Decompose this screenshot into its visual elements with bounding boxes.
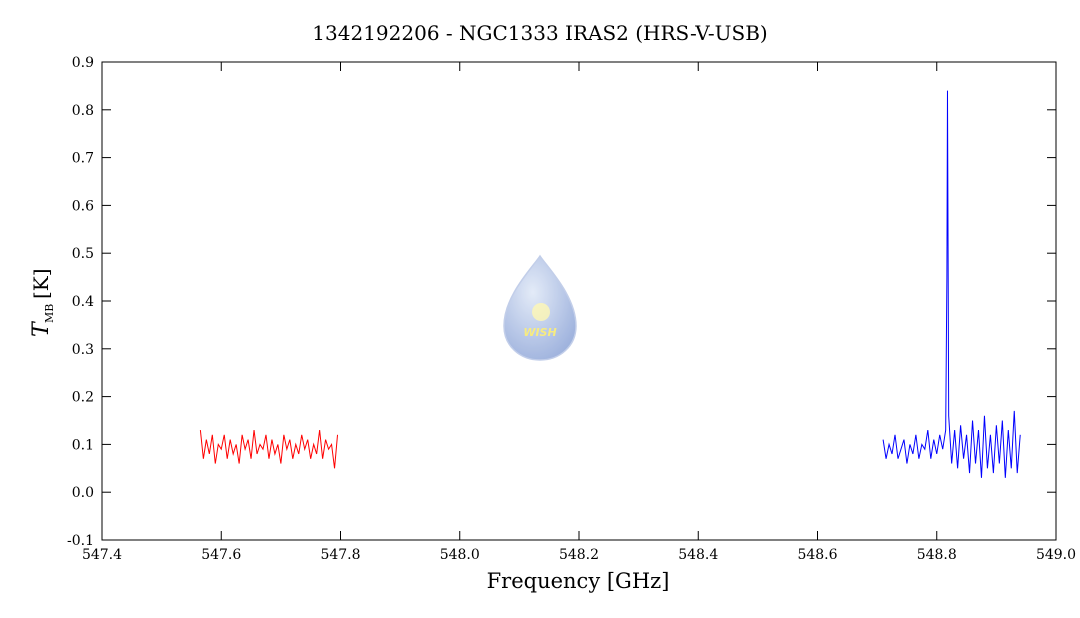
x-tick-label: 548.8 — [917, 547, 957, 563]
y-tick-label: 0.0 — [72, 485, 94, 501]
x-axis-label: Frequency [GHz] — [487, 569, 670, 593]
spectrum-line — [199, 429, 339, 469]
x-tick-label: 548.2 — [559, 547, 599, 563]
y-tick-label: 0.5 — [72, 246, 94, 262]
y-label-subscript: MB — [43, 304, 56, 323]
y-axis-label: T MB [K] — [29, 268, 56, 337]
x-tick-label: 547.4 — [82, 547, 122, 563]
logo: WISH — [503, 254, 577, 361]
spectrum-line — [882, 90, 1021, 478]
y-tick-label: 0.2 — [72, 390, 94, 406]
chart-title: 1342192206 - NGC1333 IRAS2 (HRS-V-USB) — [312, 21, 767, 45]
y-tick-label: -0.1 — [67, 533, 94, 549]
y-tick-label: 0.3 — [72, 342, 94, 358]
x-tick-label: 547.6 — [201, 547, 241, 563]
y-tick-label: 0.7 — [72, 151, 94, 167]
y-tick-label: 0.9 — [72, 55, 94, 71]
logo-star — [532, 303, 550, 321]
x-tick-label: 549.0 — [1036, 547, 1076, 563]
y-tick-label: 0.1 — [72, 437, 94, 453]
logo-text: WISH — [523, 326, 556, 339]
x-tick-label: 548.0 — [440, 547, 480, 563]
y-tick-label: 0.4 — [72, 294, 94, 310]
x-tick-label: 548.6 — [797, 547, 837, 563]
y-label-unit: [K] — [29, 268, 53, 299]
y-label-symbol: T — [29, 320, 54, 337]
x-tick-label: 548.4 — [678, 547, 718, 563]
y-tick-label: 0.8 — [72, 103, 94, 119]
y-tick-label: 0.6 — [72, 198, 94, 214]
plot-frame — [101, 61, 1057, 541]
x-tick-label: 547.8 — [320, 547, 360, 563]
